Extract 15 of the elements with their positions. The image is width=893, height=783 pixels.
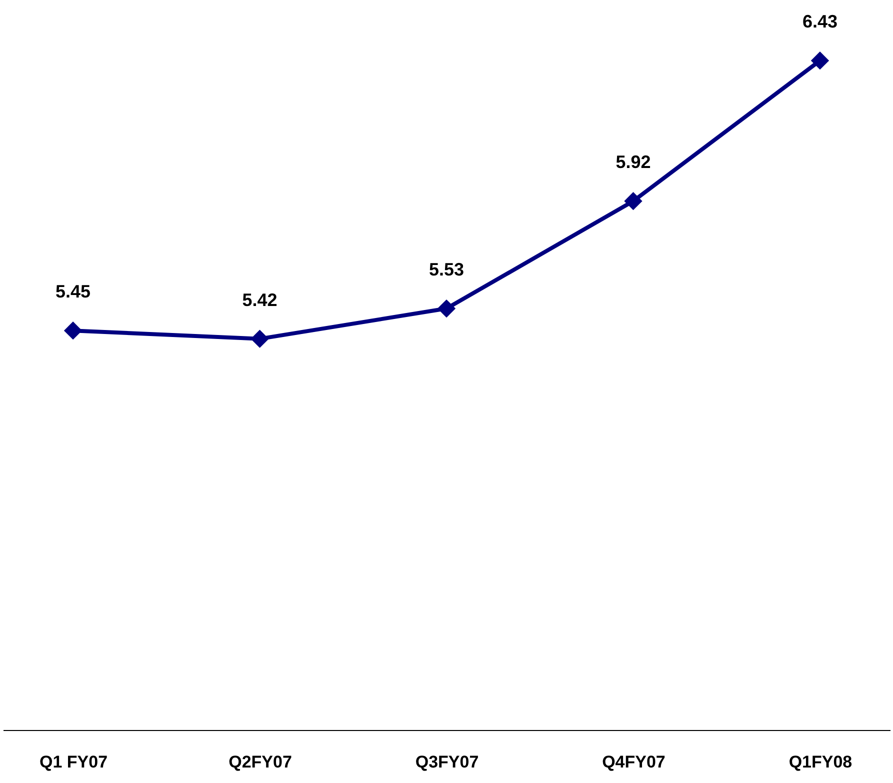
point [624,192,642,210]
data-label: 5.53 [428,260,464,280]
data-label: 5.45 [56,282,91,302]
x-tick-label: Q2FY07 [228,752,292,772]
data-label: 5.92 [616,152,651,172]
point [437,299,456,318]
point [64,321,82,340]
x-tick-label: Q3FY07 [415,752,479,772]
data-label: 6.43 [802,12,838,32]
x-tick-label: Q1 FY07 [40,752,108,772]
x-tick-label: Q4FY07 [602,752,666,772]
point [250,330,269,348]
point [810,52,830,70]
x-tick-label: Q1FY08 [788,752,852,772]
data-label: 5.42 [242,290,278,310]
